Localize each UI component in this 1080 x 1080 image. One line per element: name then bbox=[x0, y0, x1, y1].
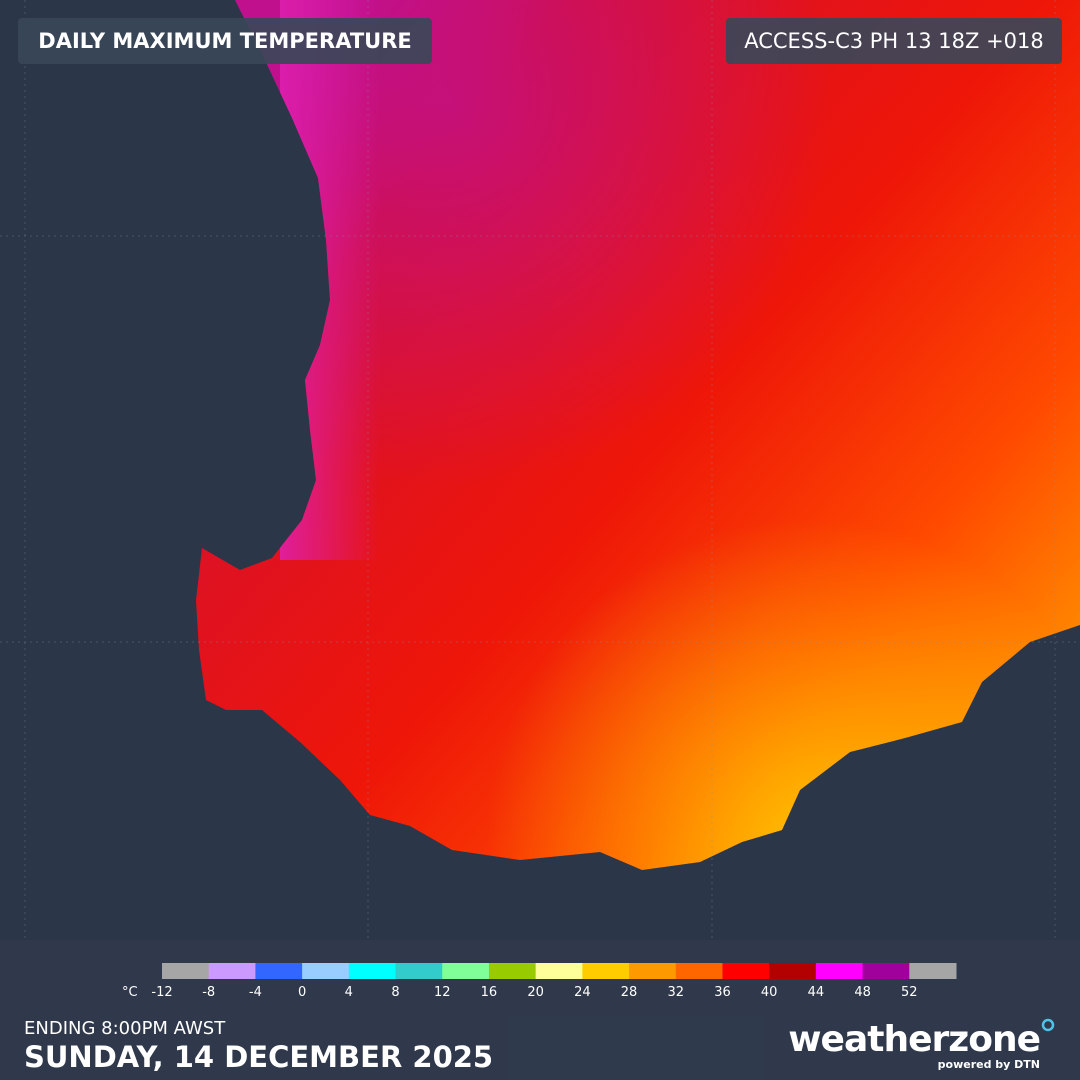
legend-swatch bbox=[208, 963, 256, 979]
legend-tick-label: 40 bbox=[761, 985, 778, 1000]
legend-swatch bbox=[348, 963, 397, 979]
legend-tick-label: 44 bbox=[808, 985, 825, 1000]
logo-brand: weatherzone bbox=[788, 1019, 1040, 1060]
legend-swatch bbox=[675, 963, 723, 979]
color-legend: -12 -8 -4 0 4 8 12 16 20 24 28 32 36 40 44 48 52 bbox=[151, 963, 957, 1000]
legend-swatch bbox=[862, 963, 910, 979]
title-box bbox=[18, 18, 432, 64]
legend-swatch bbox=[722, 963, 770, 979]
legend-swatch bbox=[815, 963, 864, 979]
date-label: SUNDAY, 14 DECEMBER 2025 bbox=[24, 1040, 493, 1074]
legend-tick-label: 12 bbox=[434, 985, 451, 1000]
logo-dot bbox=[1041, 1018, 1055, 1032]
legend-tick-label: -4 bbox=[249, 985, 262, 1000]
legend-tick-label: 0 bbox=[298, 985, 306, 1000]
legend-swatch bbox=[535, 963, 583, 979]
period-label: ENDING 8:00PM AWST bbox=[24, 1018, 226, 1039]
legend-tick-label: 36 bbox=[714, 985, 731, 1000]
legend-unit: °C bbox=[122, 985, 138, 1000]
legend-swatch bbox=[582, 963, 630, 979]
legend-tick-label: 48 bbox=[854, 985, 871, 1000]
legend-tick-label: 32 bbox=[667, 985, 684, 1000]
legend-swatch bbox=[442, 963, 490, 979]
legend-swatch bbox=[629, 963, 677, 979]
legend-tick-label: 16 bbox=[481, 985, 498, 1000]
logo-tagline: powered by DTN bbox=[938, 1058, 1040, 1071]
legend-swatch bbox=[255, 963, 303, 979]
legend-swatch bbox=[769, 963, 817, 979]
legend-swatch bbox=[162, 963, 210, 979]
legend-tick-label: -12 bbox=[151, 985, 172, 1000]
map-title: DAILY MAXIMUM TEMPERATURE bbox=[38, 29, 411, 53]
model-box bbox=[726, 18, 1062, 64]
legend-swatch bbox=[488, 963, 537, 979]
model-label: ACCESS-C3 PH 13 18Z +018 bbox=[744, 29, 1044, 53]
legend-tick-label: 28 bbox=[621, 985, 638, 1000]
graticule bbox=[0, 0, 1080, 940]
legend-tick-label: 4 bbox=[345, 985, 353, 1000]
legend-tick-label: 52 bbox=[901, 985, 918, 1000]
legend-swatch bbox=[302, 963, 350, 979]
legend-tick-label: 24 bbox=[574, 985, 591, 1000]
legend-swatch bbox=[909, 963, 957, 979]
legend-tick-label: 20 bbox=[527, 985, 544, 1000]
legend-swatch bbox=[395, 963, 443, 979]
legend-tick-label: -8 bbox=[202, 985, 215, 1000]
legend-tick-label: 8 bbox=[391, 985, 399, 1000]
